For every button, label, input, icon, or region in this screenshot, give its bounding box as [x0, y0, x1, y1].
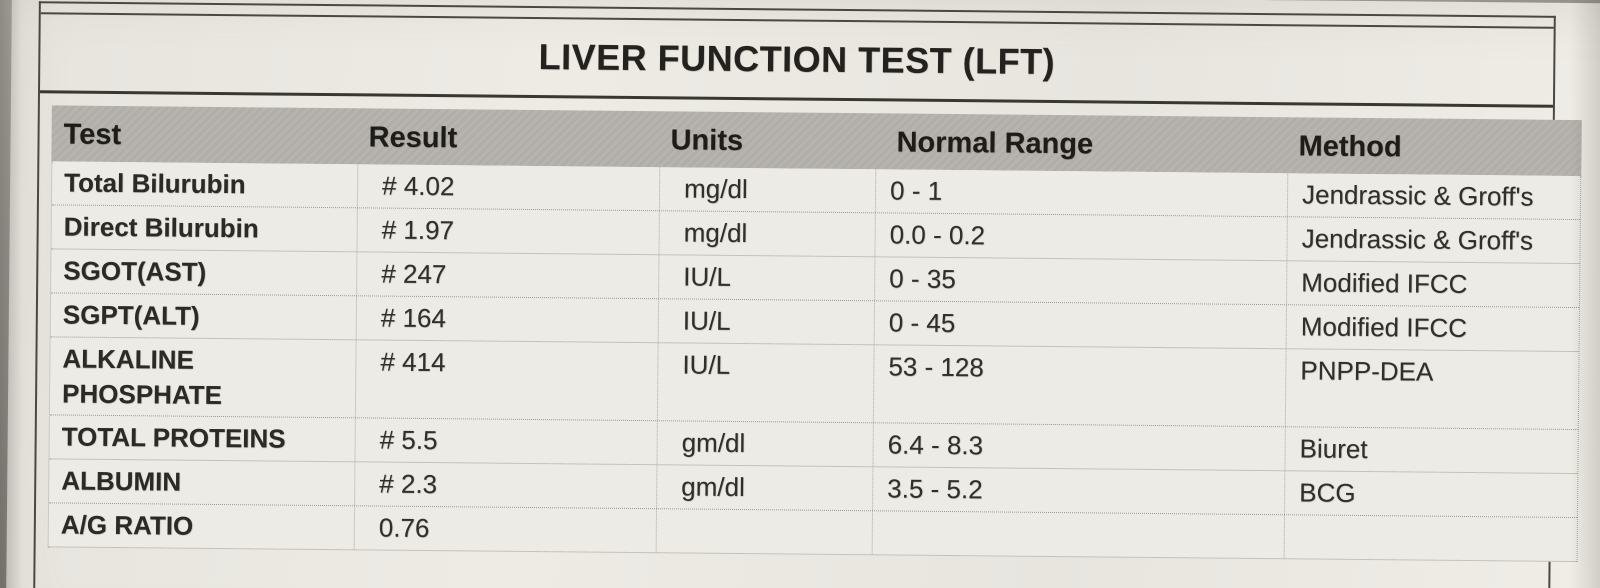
test-units: IU/L	[658, 255, 875, 301]
test-method: Biuret	[1284, 427, 1580, 474]
table-row: ALKALINE PHOSPHATE # 414 IU/L 53 - 128 P…	[49, 337, 1581, 431]
test-method: Jendrassic & Groff's	[1286, 217, 1582, 264]
test-units: IU/L	[657, 299, 875, 345]
column-header-normal-range: Normal Range	[896, 125, 1094, 160]
test-result: # 4.02	[356, 164, 660, 211]
test-normal-range: 3.5 - 5.2	[872, 467, 1285, 515]
test-normal-range	[871, 511, 1284, 559]
test-method: BCG	[1284, 471, 1580, 518]
column-header-method: Method	[1298, 129, 1402, 163]
test-method	[1283, 515, 1579, 562]
test-units: gm/dl	[656, 421, 873, 467]
test-result: # 2.3	[354, 462, 657, 509]
test-units: mg/dl	[658, 167, 876, 213]
test-normal-range: 0 - 1	[874, 169, 1288, 217]
test-method: Modified IFCC	[1286, 261, 1582, 308]
test-result: # 1.97	[356, 208, 659, 255]
column-header-test: Test	[63, 118, 122, 151]
test-normal-range: 53 - 128	[872, 345, 1286, 427]
test-method: Modified IFCC	[1285, 305, 1581, 352]
test-normal-range: 0 - 35	[874, 257, 1287, 305]
test-name: Direct Bilurubin	[63, 211, 259, 244]
test-result: # 5.5	[354, 418, 657, 465]
test-name: ALBUMIN	[61, 465, 182, 497]
test-result: # 247	[356, 252, 659, 299]
test-normal-range: 0.0 - 0.2	[874, 213, 1287, 261]
test-normal-range: 6.4 - 8.3	[872, 423, 1285, 471]
title-banner: LIVER FUNCTION TEST (LFT)	[39, 12, 1554, 108]
test-result: # 414	[354, 340, 658, 421]
report-paper: LIVER FUNCTION TEST (LFT) Test Result Un…	[5, 0, 1600, 588]
test-name: SGPT(ALT)	[62, 299, 200, 331]
test-name: TOTAL PROTEINS	[61, 421, 286, 454]
column-header-result: Result	[368, 120, 458, 154]
test-result: 0.76	[353, 506, 657, 553]
test-method: Jendrassic & Groff's	[1286, 173, 1583, 220]
column-header-units: Units	[670, 123, 744, 157]
test-units: IU/L	[656, 343, 874, 423]
results-table: Test Result Units Normal Range Method To…	[47, 105, 1583, 563]
test-normal-range: 0 - 45	[873, 301, 1287, 349]
test-name: Total Bilurubin	[63, 167, 246, 200]
page-title: LIVER FUNCTION TEST (LFT)	[538, 36, 1056, 83]
test-result: # 164	[355, 296, 659, 343]
table-body: Total Bilurubin # 4.02 mg/dl 0 - 1 Jendr…	[47, 161, 1583, 563]
test-units: mg/dl	[658, 211, 875, 257]
test-name: A/G RATIO	[60, 509, 194, 541]
test-units: gm/dl	[656, 465, 873, 511]
test-method: PNPP-DEA	[1284, 349, 1581, 430]
test-name: SGOT(AST)	[63, 255, 207, 287]
test-units	[655, 509, 873, 555]
test-name: ALKALINE PHOSPHATE	[61, 343, 223, 411]
